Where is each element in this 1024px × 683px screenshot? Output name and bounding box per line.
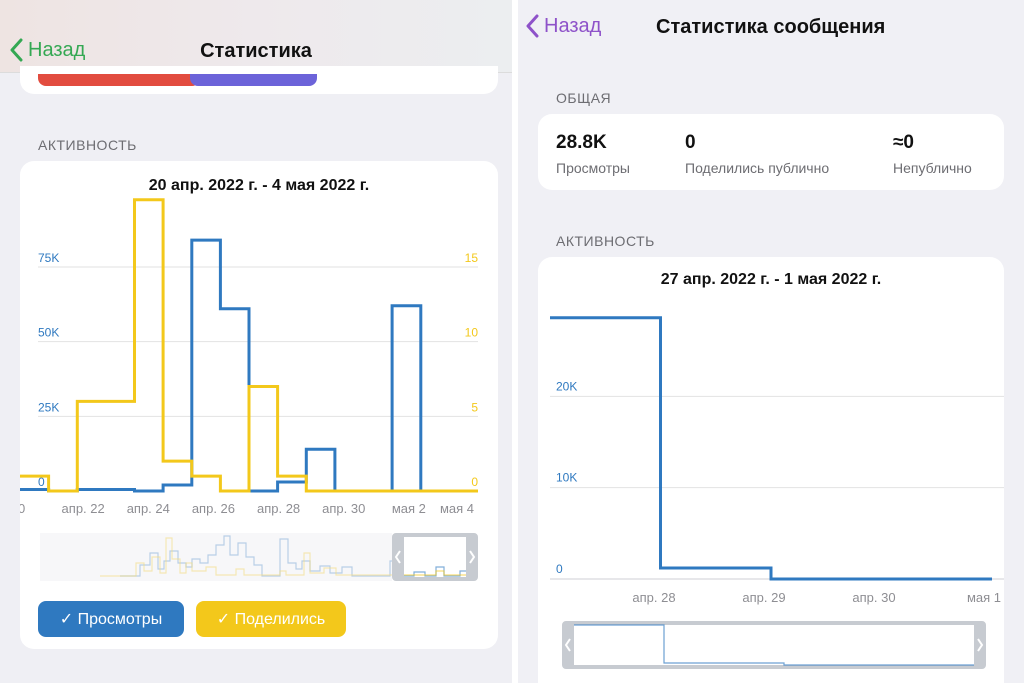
back-button[interactable]: Назад [526,14,601,38]
right-axis-tick: 5 [471,400,478,414]
stat-value: 0 [685,132,696,153]
page-title: Статистика [200,40,312,62]
chevron-left-icon [526,14,539,38]
navigation-bar: Назад Статистика сообщения [518,0,1024,54]
right-screenshot: Назад Статистика сообщения ОБЩАЯ 28.8K П… [518,0,1024,683]
section-header: АКТИВНОСТЬ [38,137,137,153]
x-axis-tick: апр. 30 [322,501,365,516]
x-axis-tick: апр. 28 [632,590,675,605]
activity-chart: 0 10K 20K апр. 28 апр. 29 апр. 30 мая 1 [550,316,1004,605]
series-line-shares [20,198,478,493]
stat-value: ≈0 [893,132,914,153]
stat-label: Непублично [893,160,972,176]
minimap-window-handle[interactable] [562,621,986,669]
purple-button-stub[interactable] [190,74,317,86]
x-axis-tick: апр. 22 [62,501,105,516]
chevron-left-icon [10,38,23,62]
navigation-bar: Назад Статистика [0,0,512,73]
toggle-shares-button[interactable]: ✓ Поделились [196,601,346,637]
stat-label: Просмотры [556,160,630,176]
chart-title: 20 апр. 2022 г. - 4 мая 2022 г. [148,177,370,194]
left-axis-tick: 25K [38,400,59,414]
back-button[interactable]: Назад [10,38,85,62]
section-header: АКТИВНОСТЬ [556,233,655,249]
minimap-preview [574,624,974,666]
y-axis-tick: 20K [556,379,577,393]
toggle-views-button[interactable]: ✓ Просмотры [38,601,184,637]
range-minimap[interactable] [40,533,478,581]
left-axis-tick: 75K [38,251,59,265]
x-axis-tick: апр. 24 [127,501,170,516]
x-axis-tick: мая 4 [440,501,474,516]
range-minimap[interactable] [562,621,986,669]
back-label: Назад [28,38,86,61]
activity-card: 20 апр. 2022 г. - 4 мая 2022 г. 0 0 25K 5 50… [20,161,498,649]
back-label: Назад [544,14,602,37]
stat-value: 28.8K [556,132,607,153]
y-axis-tick: 0 [556,562,563,576]
left-screenshot: Назад Статистика АКТИВНОСТЬ 20 апр. 2022… [0,0,512,683]
stat-public-shares: 0 Поделились публично [685,132,829,176]
stat-label: Поделились публично [685,160,830,176]
left-axis-tick: 0 [38,475,45,489]
page-title: Статистика сообщения [656,16,886,38]
chevron-right-icon [469,550,476,564]
activity-card: 27 апр. 2022 г. - 1 мая 2022 г. 0 10K 20K а… [538,257,1004,683]
series-line-views [20,238,478,493]
x-axis-tick: апр. 28 [257,501,300,516]
x-axis-tick: мая 1 [967,590,1001,605]
buttons-card [20,66,498,94]
chevron-right-icon [977,638,984,652]
right-axis-tick: 15 [465,251,479,265]
left-axis-tick: 50K [38,326,59,340]
x-axis-tick: апр. 30 [852,590,895,605]
right-axis-tick: 10 [465,326,479,340]
minimap-window-handle[interactable] [392,533,478,581]
minimap-shade [40,533,392,581]
stat-views: 28.8K Просмотры [556,132,630,176]
right-axis-tick: 0 [471,475,478,489]
section-header-general: ОБЩАЯ [556,90,612,106]
x-axis-tick: апр. 29 [742,590,785,605]
x-axis-tick: мая 2 [392,501,426,516]
red-button-stub[interactable] [38,74,200,86]
y-axis-tick: 10K [556,471,577,485]
stat-private-shares: ≈0 Непублично [893,132,972,176]
x-axis-tick: апр. 26 [192,501,235,516]
overview-card: 28.8K Просмотры 0 Поделились публично ≈0… [538,114,1004,190]
chart-title: 27 апр. 2022 г. - 1 мая 2022 г. [660,271,882,288]
x-axis-tick: 0 [20,501,25,516]
chevron-left-icon [394,550,401,564]
series-line-views [550,316,992,581]
chevron-left-icon [564,638,571,652]
